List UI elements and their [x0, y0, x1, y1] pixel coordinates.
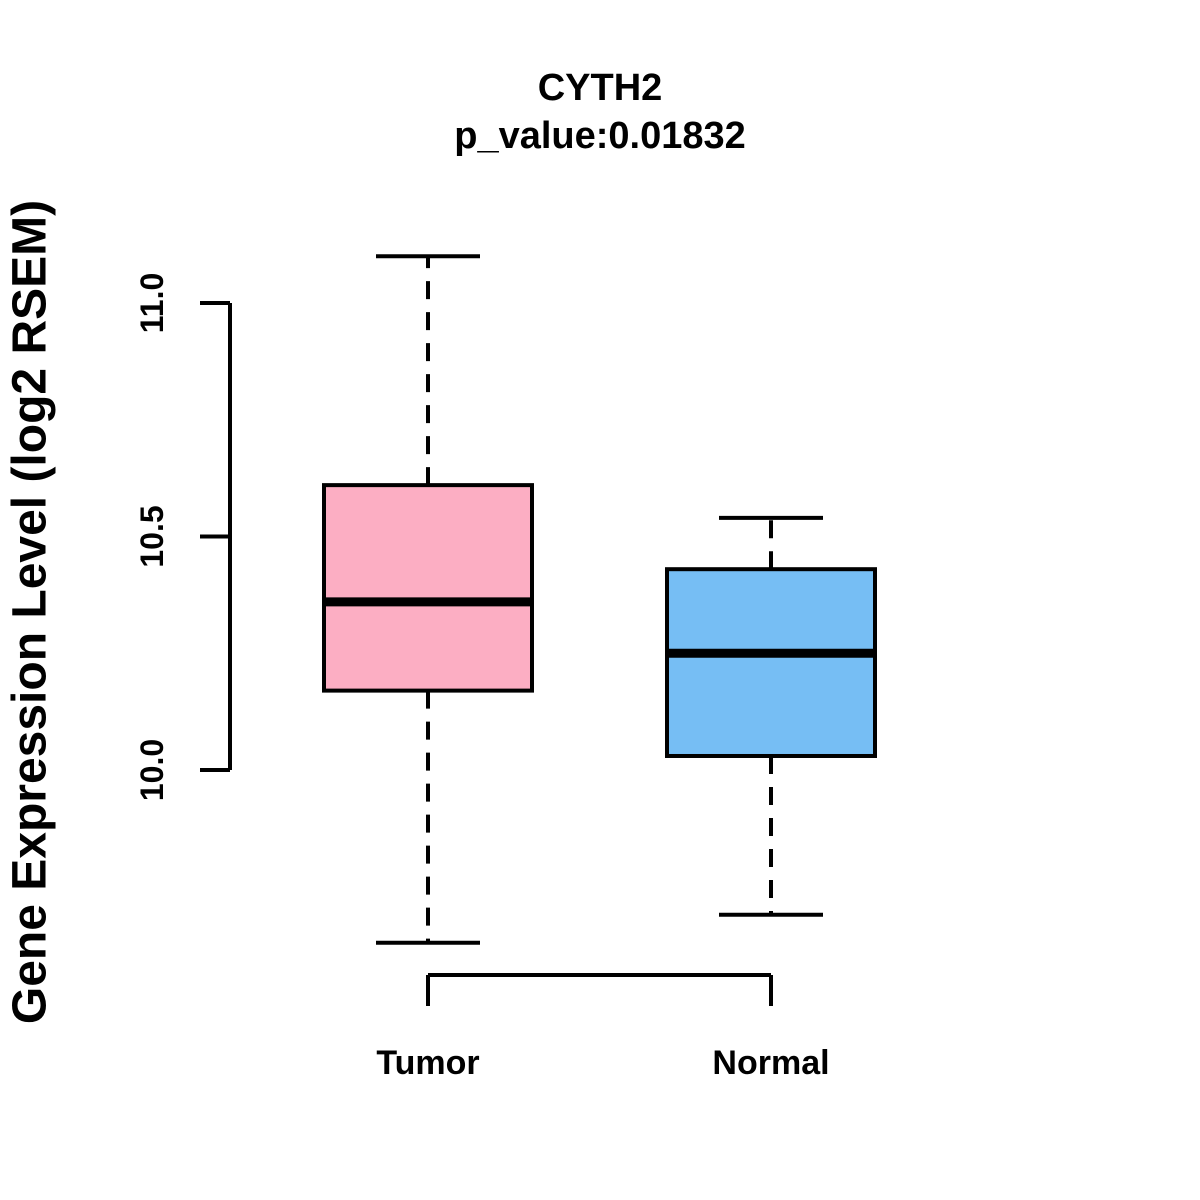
x-category-label-tumor: Tumor — [376, 1044, 479, 1082]
y-axis-tick-label: 10.0 — [134, 739, 170, 801]
y-axis-tick-label: 11.0 — [134, 273, 170, 334]
iqr-box-normal — [665, 567, 877, 758]
chart-title: CYTH2 — [537, 67, 663, 109]
iqr-box-tumor — [322, 483, 534, 693]
y-axis-tick-label: 10.5 — [134, 505, 170, 567]
x-category-label-normal: Normal — [712, 1044, 829, 1082]
chart-subtitle: p_value:0.01832 — [454, 115, 746, 157]
